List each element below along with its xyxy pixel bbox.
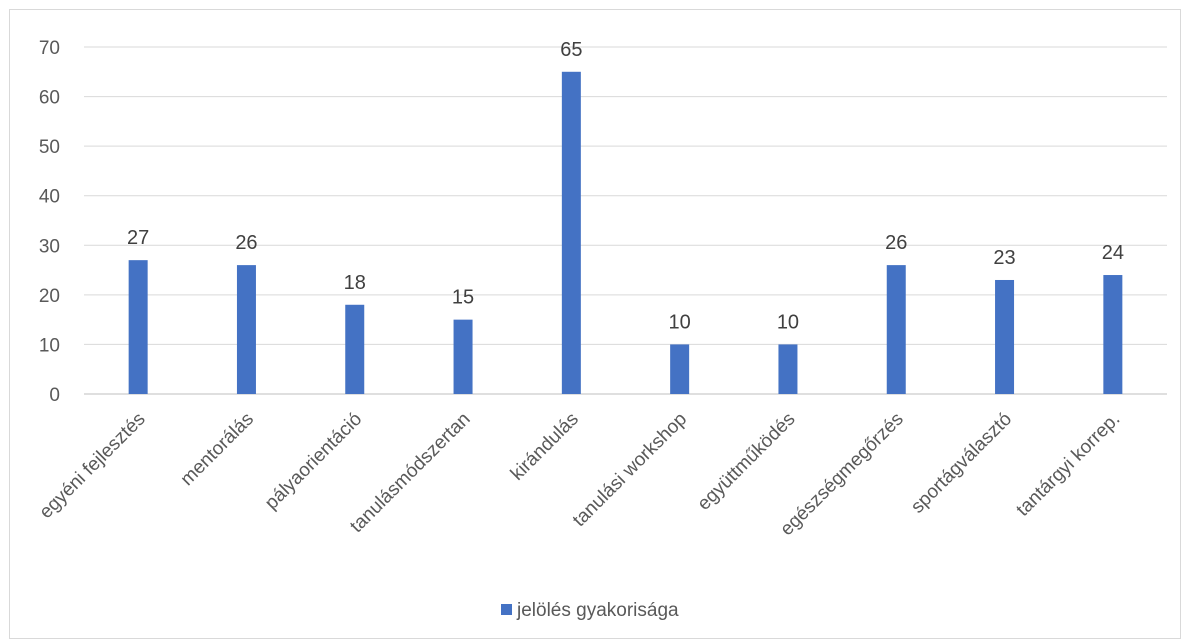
bar (128, 260, 148, 394)
y-tick-label: 0 (49, 385, 60, 406)
y-tick-label: 20 (39, 286, 60, 307)
y-tick-label: 70 (39, 38, 60, 59)
bar (886, 265, 906, 394)
data-label: 27 (127, 227, 149, 249)
y-tick-label: 40 (39, 187, 60, 208)
chart-frame (9, 9, 1181, 639)
data-label: 65 (560, 39, 582, 61)
y-tick-label: 30 (39, 236, 60, 257)
data-labels: 27 26 18 15 65 10 10 26 23 24 (127, 39, 1124, 334)
bar (995, 279, 1015, 394)
gridlines (84, 46, 1167, 395)
y-tick-label: 60 (39, 88, 60, 109)
bar (561, 71, 581, 395)
x-tick-label: sportágválasztó (907, 409, 1016, 518)
x-tick-label: kirándulás (507, 409, 583, 485)
bar (236, 265, 256, 394)
y-axis-tick-labels: 0 10 20 30 40 50 60 70 (39, 38, 60, 406)
x-tick-label: tanulásmódszertan (346, 409, 474, 537)
data-label: 10 (777, 311, 799, 333)
x-tick-label: együttműködés (694, 409, 800, 515)
x-tick-label: mentorálás (177, 409, 258, 490)
data-label: 26 (235, 232, 257, 254)
bars (128, 71, 1123, 395)
bar (345, 304, 365, 394)
data-label: 18 (344, 272, 366, 294)
x-tick-label: egészségmegőrzés (776, 409, 907, 540)
data-label: 24 (1102, 242, 1124, 264)
y-tick-label: 50 (39, 137, 60, 158)
data-label: 26 (885, 232, 907, 254)
legend: jelölés gyakorisága (501, 600, 679, 621)
bar (670, 344, 690, 394)
x-tick-label: tantárgyi korrep. (1012, 409, 1124, 521)
legend-swatch-jeloles-gyakorisaga (501, 604, 512, 615)
legend-label-jeloles-gyakorisaga: jelölés gyakorisága (516, 600, 679, 621)
bar (453, 319, 473, 394)
data-label: 15 (452, 287, 474, 309)
data-label: 10 (669, 311, 691, 333)
x-axis-tick-labels: egyéni fejlesztés mentorálás pályaorientác… (36, 409, 1125, 540)
bar (1103, 275, 1123, 394)
x-tick-label: egyéni fejlesztés (36, 409, 150, 523)
x-tick-label: tanulási workshop (569, 409, 691, 531)
bar (778, 344, 798, 394)
data-label: 23 (993, 247, 1015, 269)
y-tick-label: 10 (39, 335, 60, 356)
x-tick-label: pályaorientáció (261, 409, 366, 514)
